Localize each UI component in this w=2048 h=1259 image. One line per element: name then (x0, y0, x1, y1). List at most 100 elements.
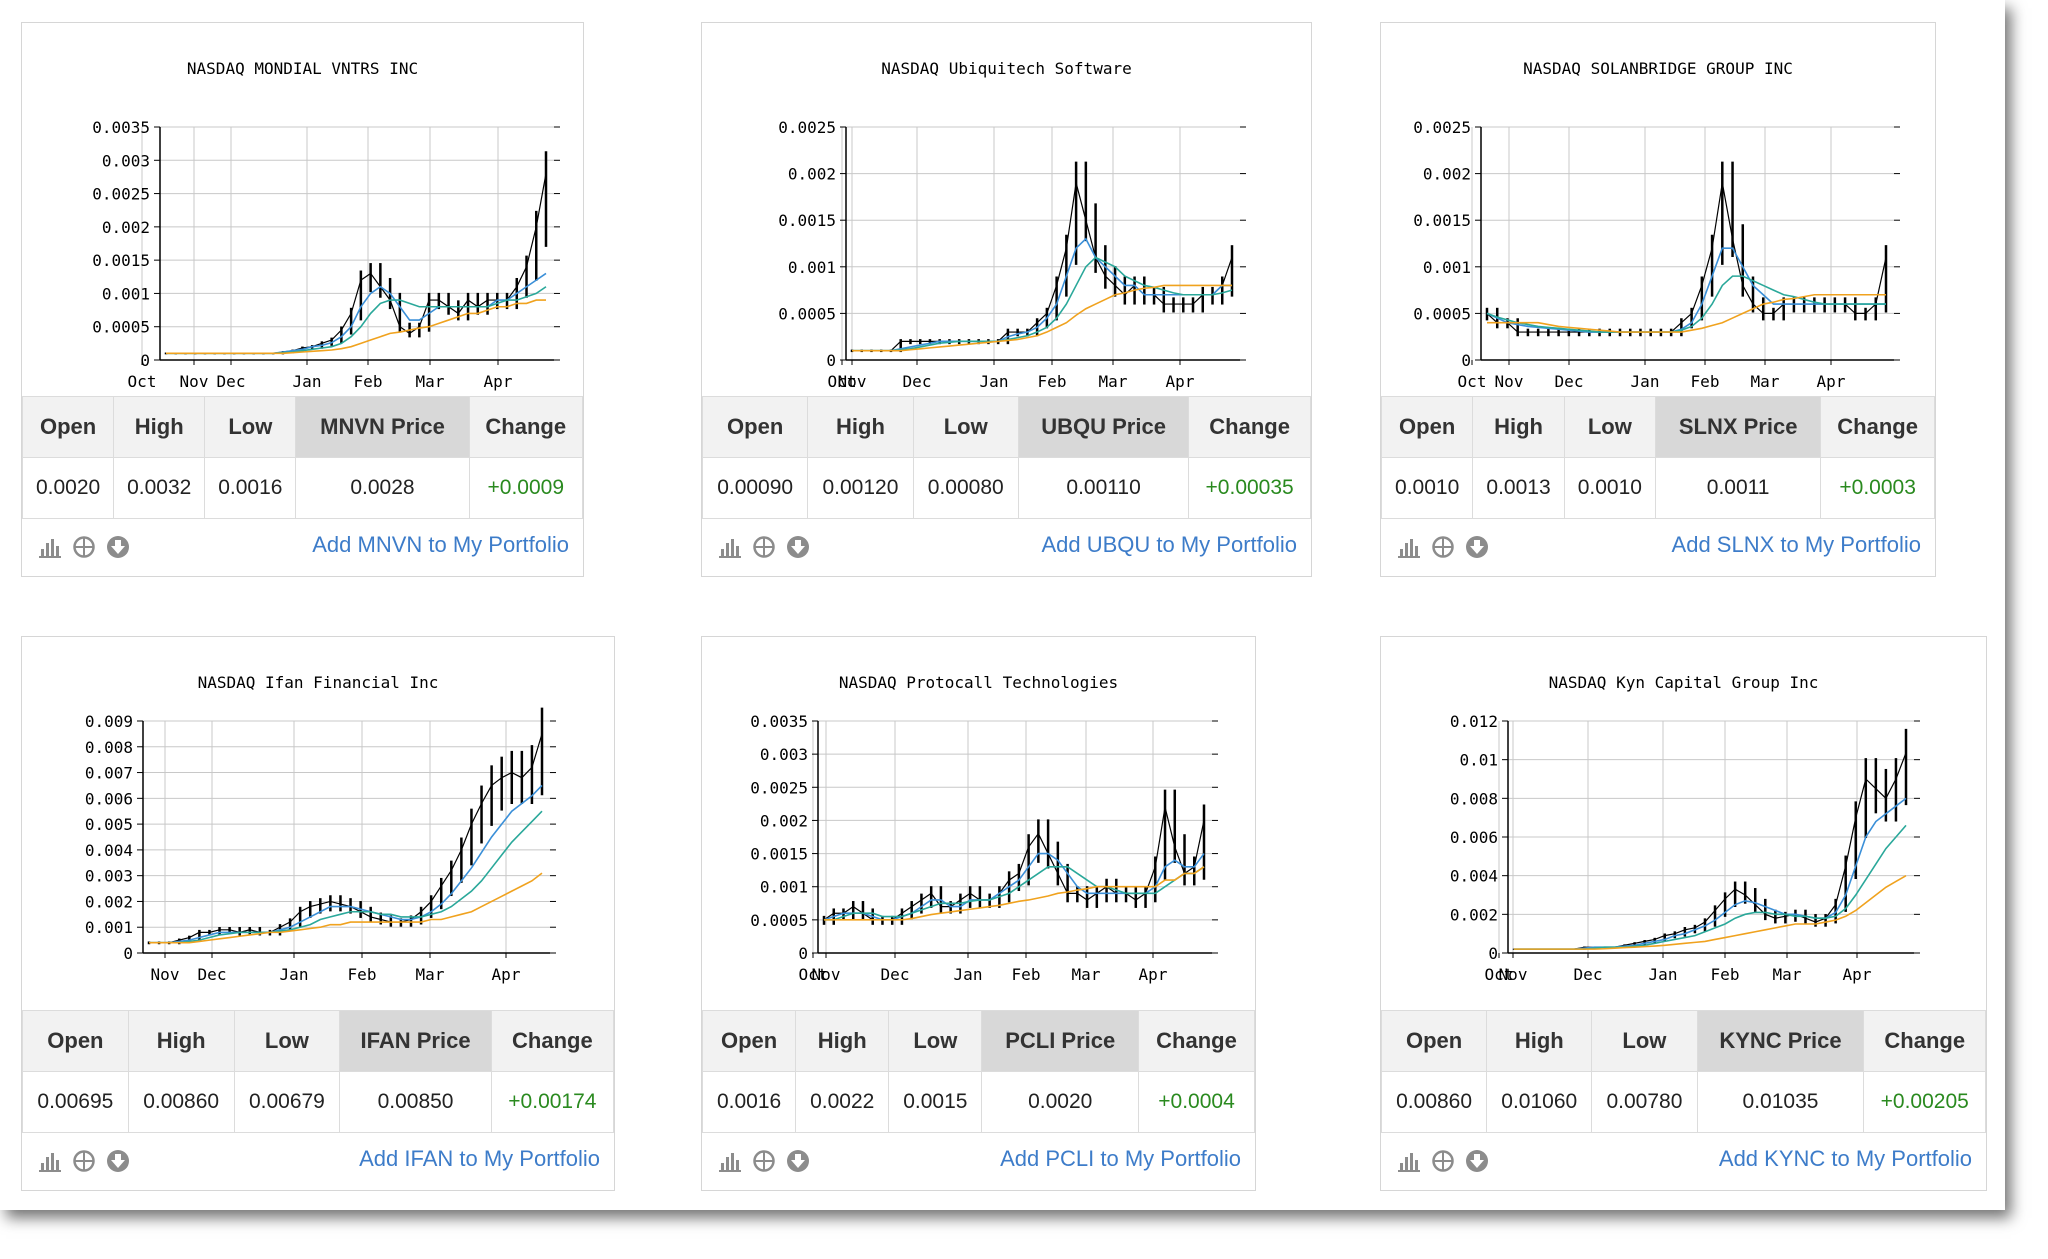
open-header: Open (21, 396, 115, 458)
x-tick-label: Dec (1555, 372, 1584, 391)
price-header: IFAN Price (339, 1010, 492, 1072)
y-tick-label: 0.0005 (750, 911, 808, 930)
download-icon[interactable] (106, 535, 130, 559)
x-tick-label: Mar (416, 372, 445, 391)
quote-table: Open High Low PCLI Price Change 0.0016 0.0022 0… (701, 1010, 1255, 1133)
bar-chart-icon[interactable] (1397, 535, 1421, 559)
quote-table: Open High Low IFAN Price Change 0.00695 0.0086… (22, 1010, 615, 1133)
bar-chart-icon[interactable] (718, 535, 742, 559)
add-to-portfolio-link[interactable]: Add IFAN to My Portfolio (359, 1146, 600, 1171)
moving-average-mid (824, 866, 1205, 921)
open-value: 0.00090 (701, 457, 809, 519)
moving-average-long (166, 299, 546, 355)
price-value: 0.0028 (295, 457, 470, 519)
crosshair-icon[interactable] (752, 535, 776, 559)
add-to-portfolio-link[interactable]: Add PCLI to My Portfolio (1000, 1146, 1241, 1171)
bar-chart-icon[interactable] (38, 535, 62, 559)
y-tick-label: 0.002 (1423, 165, 1471, 184)
y-tick-label: 0.0035 (750, 712, 808, 731)
price-chart[interactable]: NASDAQ Ubiquitech Software Oct Nov Dec Jan Fe… (702, 23, 1311, 396)
download-icon[interactable] (786, 535, 810, 559)
open-value: 0.0010 (1380, 457, 1474, 519)
x-tick-label: Nov (151, 965, 180, 984)
price-header: UBQU Price (1017, 396, 1190, 458)
add-to-portfolio-link[interactable]: Add KYNC to My Portfolio (1718, 1146, 1972, 1171)
download-icon[interactable] (786, 1149, 810, 1173)
change-header: Change (1138, 1010, 1255, 1072)
y-tick-label: 0.007 (85, 764, 133, 783)
stock-card-kync: NASDAQ Kyn Capital Group Inc Oct Nov Dec Jan… (1380, 636, 1987, 1191)
chart-title: NASDAQ Kyn Capital Group Inc (1548, 673, 1819, 692)
crosshair-icon[interactable] (1431, 1149, 1455, 1173)
bar-chart-icon[interactable] (1397, 1149, 1421, 1173)
x-tick-label: Dec (198, 965, 227, 984)
price-chart[interactable]: NASDAQ Ifan Financial Inc Nov Dec Jan Feb Mar… (22, 637, 614, 1010)
y-tick-label: 0.001 (1423, 258, 1471, 277)
quote-values-row: 0.0010 0.0013 0.0010 0.0011 +0.0003 (1380, 457, 1935, 519)
download-icon[interactable] (1465, 1149, 1489, 1173)
quote-header-row: Open High Low KYNC Price Change (1380, 1010, 1986, 1072)
change-value: +0.0004 (1138, 1071, 1255, 1133)
download-icon[interactable] (106, 1149, 130, 1173)
y-tick-label: 0.0015 (750, 845, 808, 864)
y-tick-label: 0.0005 (1413, 304, 1471, 323)
open-header: Open (701, 1010, 797, 1072)
download-icon[interactable] (1465, 535, 1489, 559)
high-value: 0.0013 (1472, 457, 1565, 519)
add-to-portfolio-link[interactable]: Add UBQU to My Portfolio (1041, 532, 1297, 557)
price-chart[interactable]: NASDAQ SOLANBRIDGE GROUP INC Oct Nov Dec Jan… (1381, 23, 1935, 396)
bar-chart-icon[interactable] (718, 1149, 742, 1173)
chart-title: NASDAQ MONDIAL VNTRS INC (186, 59, 419, 78)
open-value: 0.0016 (701, 1071, 797, 1133)
price-series (852, 182, 1233, 352)
x-tick-label: Jan (980, 372, 1009, 391)
low-value: 0.00679 (233, 1071, 341, 1133)
add-to-portfolio-link[interactable]: Add MNVN to My Portfolio (312, 532, 569, 557)
card-footer: Add SLNX to My Portfolio (1381, 516, 1935, 576)
low-header: Low (1563, 396, 1657, 458)
x-tick-label: Oct (128, 372, 157, 391)
change-value: +0.0003 (1820, 457, 1935, 519)
price-chart[interactable]: NASDAQ Protocall Technologies Oct Nov Dec Ja… (702, 637, 1255, 1010)
low-header: Low (912, 396, 1019, 458)
low-header: Low (888, 1010, 983, 1072)
quote-values-row: 0.0016 0.0022 0.0015 0.0020 +0.0004 (701, 1071, 1255, 1133)
open-header: Open (701, 396, 809, 458)
x-tick-label: Oct (1485, 965, 1514, 984)
crosshair-icon[interactable] (72, 535, 96, 559)
x-tick-label: Feb (354, 372, 383, 391)
moving-average-long (1487, 293, 1886, 333)
open-value: 0.00860 (1380, 1071, 1488, 1133)
bar-chart-icon[interactable] (38, 1149, 62, 1173)
y-tick-label: 0 (140, 351, 150, 370)
x-tick-label: Dec (881, 965, 910, 984)
high-value: 0.00860 (127, 1071, 235, 1133)
open-header: Open (1380, 396, 1474, 458)
crosshair-icon[interactable] (1431, 535, 1455, 559)
low-value: 0.0016 (204, 457, 297, 519)
add-to-portfolio-link[interactable]: Add SLNX to My Portfolio (1671, 532, 1921, 557)
moving-average-short (852, 237, 1232, 352)
price-chart[interactable]: NASDAQ Kyn Capital Group Inc Oct Nov Dec Jan… (1381, 637, 1986, 1010)
x-tick-label: Nov (1495, 372, 1524, 391)
quote-header-row: Open High Low UBQU Price Change (701, 396, 1311, 458)
x-tick-label: Mar (1072, 965, 1101, 984)
price-chart[interactable]: NASDAQ MONDIAL VNTRS INC Oct Nov Dec Jan Feb M… (22, 23, 583, 396)
high-value: 0.0032 (113, 457, 206, 519)
y-tick-label: 0.0025 (778, 118, 836, 137)
y-tick-label: 0.004 (85, 841, 133, 860)
high-value: 0.01060 (1486, 1071, 1593, 1133)
crosshair-icon[interactable] (752, 1149, 776, 1173)
price-header: KYNC Price (1696, 1010, 1865, 1072)
low-value: 0.00780 (1591, 1071, 1698, 1133)
card-footer: Add MNVN to My Portfolio (22, 516, 583, 576)
crosshair-icon[interactable] (72, 1149, 96, 1173)
y-tick-label: 0.0025 (750, 778, 808, 797)
open-header: Open (1380, 1010, 1488, 1072)
low-header: Low (204, 396, 297, 458)
y-tick-label: 0.001 (85, 918, 133, 937)
x-tick-label: Feb (348, 965, 377, 984)
quote-values-row: 0.00090 0.00120 0.00080 0.00110 +0.00035 (701, 457, 1311, 519)
low-value: 0.0015 (888, 1071, 983, 1133)
